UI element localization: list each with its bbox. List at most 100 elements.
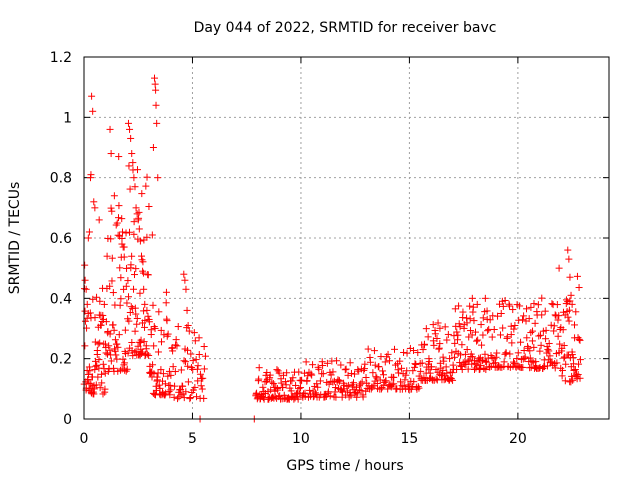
data-point <box>274 386 282 394</box>
data-point <box>497 309 505 317</box>
data-point <box>130 218 138 226</box>
data-point <box>446 355 454 363</box>
data-point <box>538 311 546 319</box>
data-point <box>144 312 152 320</box>
data-point <box>132 204 140 212</box>
data-point <box>145 203 153 211</box>
data-point <box>412 361 420 369</box>
data-point <box>131 183 139 191</box>
data-point <box>494 312 502 320</box>
data-point <box>182 285 190 293</box>
data-point <box>155 308 163 316</box>
data-point <box>157 338 165 346</box>
data-point <box>532 358 540 366</box>
data-point <box>152 101 160 109</box>
data-point <box>391 345 399 353</box>
data-point <box>91 314 99 322</box>
data-point <box>516 302 524 310</box>
data-point <box>105 342 113 350</box>
data-point <box>331 388 339 396</box>
data-point <box>143 350 151 358</box>
data-point <box>292 381 300 389</box>
data-point <box>369 369 377 377</box>
data-point <box>106 125 114 133</box>
data-point <box>139 258 147 266</box>
data-point <box>185 327 193 335</box>
data-point <box>97 370 105 378</box>
chart-title: Day 044 of 2022, SRMTID for receiver bav… <box>194 20 497 36</box>
data-point <box>564 313 572 321</box>
data-point <box>280 391 288 399</box>
data-point <box>167 386 175 394</box>
data-point <box>266 371 274 379</box>
data-point <box>193 393 201 401</box>
data-point <box>334 376 342 384</box>
data-point <box>145 315 153 323</box>
data-point <box>161 380 169 388</box>
data-point <box>110 326 118 334</box>
data-point <box>522 305 530 313</box>
data-point <box>440 357 448 365</box>
y-tick-label: 0.2 <box>50 352 72 368</box>
data-point <box>575 360 583 368</box>
data-point <box>519 363 527 371</box>
data-point <box>287 387 295 395</box>
data-point <box>183 346 191 354</box>
data-point <box>576 374 584 382</box>
data-point <box>174 323 182 331</box>
data-point <box>572 308 580 316</box>
data-point <box>151 324 159 332</box>
data-point <box>268 378 276 386</box>
data-point <box>327 371 335 379</box>
data-point <box>568 351 576 359</box>
data-point <box>400 348 408 356</box>
data-point <box>576 356 584 364</box>
data-point <box>277 379 285 387</box>
data-point <box>103 252 111 260</box>
data-point <box>458 365 466 373</box>
data-point <box>364 345 372 353</box>
data-point <box>511 322 519 330</box>
data-point <box>529 327 537 335</box>
data-point <box>326 392 334 400</box>
data-point <box>120 361 128 369</box>
data-point <box>92 381 100 389</box>
data-point <box>567 378 575 386</box>
data-point <box>83 300 91 308</box>
data-point <box>319 370 327 378</box>
data-point <box>102 349 110 357</box>
data-point <box>162 299 170 307</box>
data-point <box>130 285 138 293</box>
data-point <box>295 368 303 376</box>
data-point <box>361 360 369 368</box>
data-point <box>574 371 582 379</box>
data-point <box>422 325 430 333</box>
data-point <box>139 267 147 275</box>
x-axis-title: GPS time / hours <box>286 458 403 474</box>
data-point <box>418 359 426 367</box>
data-point <box>180 357 188 365</box>
data-point <box>439 353 447 361</box>
data-point <box>525 315 533 323</box>
data-point <box>193 365 201 373</box>
data-point <box>275 369 283 377</box>
data-point <box>349 379 357 387</box>
data-point <box>186 394 194 402</box>
data-point <box>366 358 374 366</box>
data-point <box>521 353 529 361</box>
data-point <box>100 315 108 323</box>
data-point <box>536 347 544 355</box>
data-point <box>338 388 346 396</box>
data-point <box>154 348 162 356</box>
data-point <box>151 80 159 88</box>
data-point <box>151 74 159 82</box>
data-point <box>496 300 504 308</box>
data-point <box>152 86 160 94</box>
data-point <box>108 277 116 285</box>
data-point <box>194 377 202 385</box>
data-point <box>133 320 141 328</box>
data-point <box>501 296 509 304</box>
data-point <box>345 381 353 389</box>
data-point <box>474 336 482 344</box>
